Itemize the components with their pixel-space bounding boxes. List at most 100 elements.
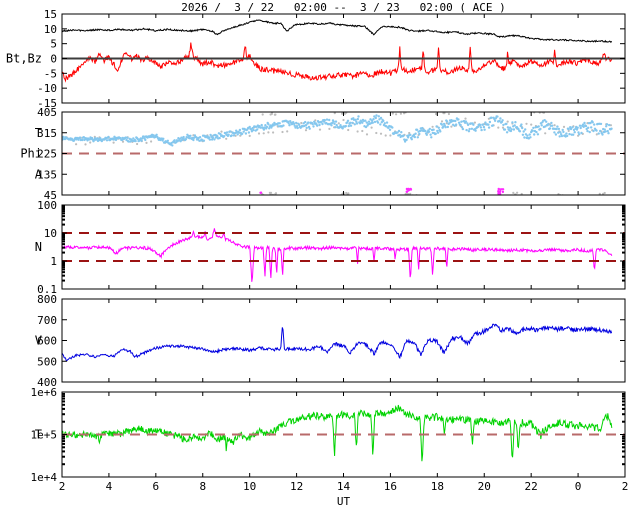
- y-tick-label: 700: [37, 314, 57, 327]
- scatter-point-phi-blue: [459, 123, 462, 127]
- y-tick-label: 225: [37, 148, 57, 161]
- scatter-point-phi-gray: [337, 122, 340, 125]
- scatter-point-phi-gray: [281, 130, 284, 134]
- scatter-point-phi-blue: [590, 126, 593, 129]
- scatter-point-phi-blue: [522, 130, 525, 133]
- scatter-point-phi-blue: [184, 138, 188, 141]
- scatter-point-phi-bottom-gray: [269, 191, 273, 194]
- scatter-point-phi-blue: [445, 120, 449, 123]
- y-tick-label: 315: [37, 127, 57, 140]
- scatter-point-phi-blue: [333, 122, 336, 126]
- scatter-point-phi-blue: [493, 119, 497, 123]
- scatter-point-phi-blue: [202, 139, 206, 142]
- scatter-point-phi-gray: [347, 128, 350, 132]
- scatter-point-phi-blue: [545, 120, 548, 123]
- scatter-point-phi-blue: [410, 138, 413, 141]
- scatter-point-phi-gray: [328, 127, 331, 130]
- scatter-point-phi-blue: [608, 123, 611, 127]
- panel-axis-label-t: T: [35, 428, 42, 442]
- scatter-point-phi-bottom-magenta: [498, 190, 502, 193]
- scatter-point-phi-blue: [560, 133, 563, 136]
- scatter-point-phi-blue: [256, 128, 259, 131]
- scatter-point-phi-blue: [414, 132, 417, 135]
- scatter-point-phi-blue: [571, 126, 574, 129]
- scatter-point-phi-blue: [595, 129, 598, 132]
- scatter-point-phi-bottom-gray: [559, 194, 562, 195]
- scatter-point-phi-blue: [219, 132, 222, 136]
- scatter-point-phi-blue: [307, 125, 311, 129]
- scatter-point-phi-top-gray: [395, 113, 398, 116]
- scatter-point-phi-bottom-gray: [346, 192, 349, 195]
- scatter-point-phi-blue: [354, 118, 357, 122]
- scatter-point-phi-bottom-gray: [514, 193, 517, 195]
- scatter-point-phi-blue: [295, 125, 299, 128]
- scatter-point-phi-bottom-magenta: [501, 190, 505, 194]
- scatter-point-phi-blue: [282, 124, 285, 127]
- scatter-point-phi-blue: [436, 129, 439, 133]
- scatter-point-phi-blue: [505, 131, 509, 134]
- scatter-point-phi-gray: [562, 125, 566, 128]
- scatter-point-phi-bottom-gray: [602, 192, 605, 195]
- scatter-point-phi-blue: [62, 135, 65, 139]
- scatter-point-phi-blue: [565, 132, 568, 135]
- scatter-point-phi-blue: [457, 121, 461, 124]
- scatter-point-phi-gray: [389, 134, 392, 137]
- scatter-point-phi-blue: [560, 134, 564, 138]
- panel-series-v: [62, 323, 613, 362]
- y-tick-label: 400: [37, 376, 57, 389]
- scatter-point-phi-bottom-gray: [274, 192, 277, 195]
- scatter-point-phi-blue: [247, 131, 251, 134]
- scatter-point-phi-blue: [499, 117, 502, 120]
- scatter-point-phi-blue: [558, 135, 561, 138]
- scatter-point-phi-blue: [367, 120, 371, 123]
- scatter-point-phi-blue: [379, 116, 383, 120]
- scatter-point-phi-blue: [334, 126, 337, 129]
- scatter-point-phi-blue: [114, 138, 118, 142]
- y-tick-label: 100: [37, 199, 57, 212]
- panel-t: 2 4 6 8 10 12 14 16 18 20 22 0 2 1e+6 1e+5 1e+4 T: [31, 386, 629, 493]
- scatter-point-phi-top-gray: [345, 112, 348, 114]
- scatter-point-phi-blue: [373, 115, 376, 118]
- scatter-point-phi-blue: [599, 122, 603, 126]
- scatter-point-phi-blue: [373, 120, 377, 124]
- scatter-point-phi-gray: [121, 140, 125, 143]
- scatter-point-phi-blue: [377, 115, 380, 118]
- scatter-point-phi-blue: [601, 133, 604, 136]
- scatter-point-phi-gray: [464, 117, 467, 120]
- scatter-point-phi-bottom-gray: [415, 194, 418, 195]
- scatter-point-phi-blue: [478, 123, 482, 127]
- scatter-point-phi-blue: [218, 136, 221, 140]
- scatter-point-phi-blue: [357, 115, 360, 118]
- scatter-point-phi-blue: [370, 119, 374, 122]
- scatter-point-phi-bottom-gray: [404, 192, 407, 195]
- scatter-point-phi-blue: [603, 128, 606, 131]
- scatter-point-phi-blue: [470, 127, 474, 130]
- scatter-point-phi-blue: [288, 124, 291, 127]
- scatter-point-phi-blue: [415, 128, 419, 131]
- scatter-point-phi-blue: [189, 134, 192, 137]
- scatter-point-phi-blue: [483, 128, 486, 131]
- scatter-point-phi-blue: [304, 120, 307, 124]
- scatter-point-phi-blue: [503, 128, 507, 131]
- scatter-point-phi-blue: [572, 133, 575, 136]
- scatter-point-phi-gray: [75, 143, 78, 146]
- scatter-point-phi-blue: [577, 131, 580, 134]
- scatter-point-phi-gray: [136, 142, 139, 146]
- scatter-point-phi-blue: [430, 136, 433, 139]
- scatter-point-phi-gray: [450, 125, 453, 128]
- scatter-point-phi-blue: [232, 134, 236, 137]
- scatter-point-phi-blue: [351, 121, 354, 125]
- y-tick-label: 10: [44, 23, 57, 36]
- scatter-point-phi-blue: [605, 125, 608, 128]
- scatter-point-phi-blue: [575, 128, 579, 131]
- scatter-point-phi-blue: [307, 121, 310, 124]
- scatter-point-phi-blue: [424, 129, 427, 133]
- scatter-point-phi-blue: [265, 125, 269, 129]
- scatter-point-phi-blue: [105, 139, 109, 142]
- scatter-point-phi-blue: [211, 136, 215, 139]
- scatter-point-phi-blue: [498, 119, 501, 123]
- scatter-point-phi-gray: [300, 121, 303, 125]
- scatter-point-phi-blue: [531, 129, 534, 132]
- scatter-point-phi-blue: [535, 130, 538, 134]
- scatter-point-phi-gray: [272, 131, 275, 134]
